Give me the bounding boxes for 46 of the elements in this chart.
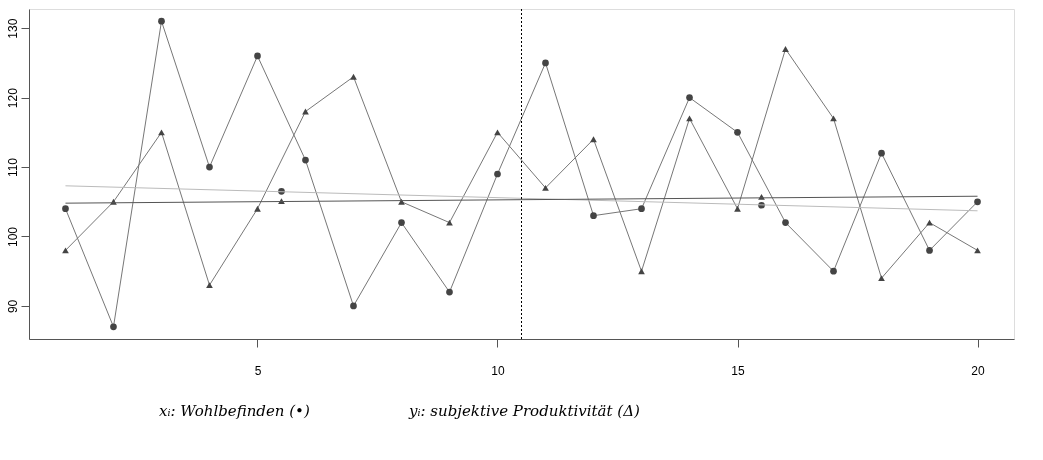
point [110,323,117,331]
point [446,219,453,226]
point [782,219,789,226]
y-tick-label: 100 [5,226,20,248]
point [206,163,213,171]
point [206,282,213,289]
y-tick-label: 120 [5,87,20,109]
point [398,198,405,205]
point [830,267,837,275]
point [254,52,261,60]
x-tick-label: 5 [254,363,262,378]
point [542,184,549,191]
y-tick-label: 130 [5,18,20,39]
point [878,275,885,282]
point [974,247,981,254]
point [446,288,453,296]
point [542,59,549,67]
text: xᵢ: Wohlbefinden (•) [159,402,310,420]
point [734,205,741,212]
y-tick-label: 90 [5,299,20,314]
x-tick-label: 20 [971,363,986,378]
text: yᵢ: subjektive Produktivität (Δ) [408,402,641,420]
point [590,136,597,143]
x-tick-label: 15 [731,363,745,378]
point [638,268,645,275]
point [350,73,357,80]
y-tick-label: 110 [5,157,20,178]
point [926,247,933,254]
point [638,205,645,213]
point [302,156,309,164]
point [782,46,789,52]
point [350,302,357,310]
point [686,94,693,101]
point [926,219,933,226]
point [158,129,165,136]
point [158,17,165,25]
point [62,205,69,213]
point [974,198,981,206]
point [590,212,597,220]
point [398,219,405,226]
point [878,149,885,157]
point [734,128,741,136]
point [494,170,501,178]
point [494,129,501,136]
point [254,205,261,212]
x-tick-label: 10 [491,363,505,378]
